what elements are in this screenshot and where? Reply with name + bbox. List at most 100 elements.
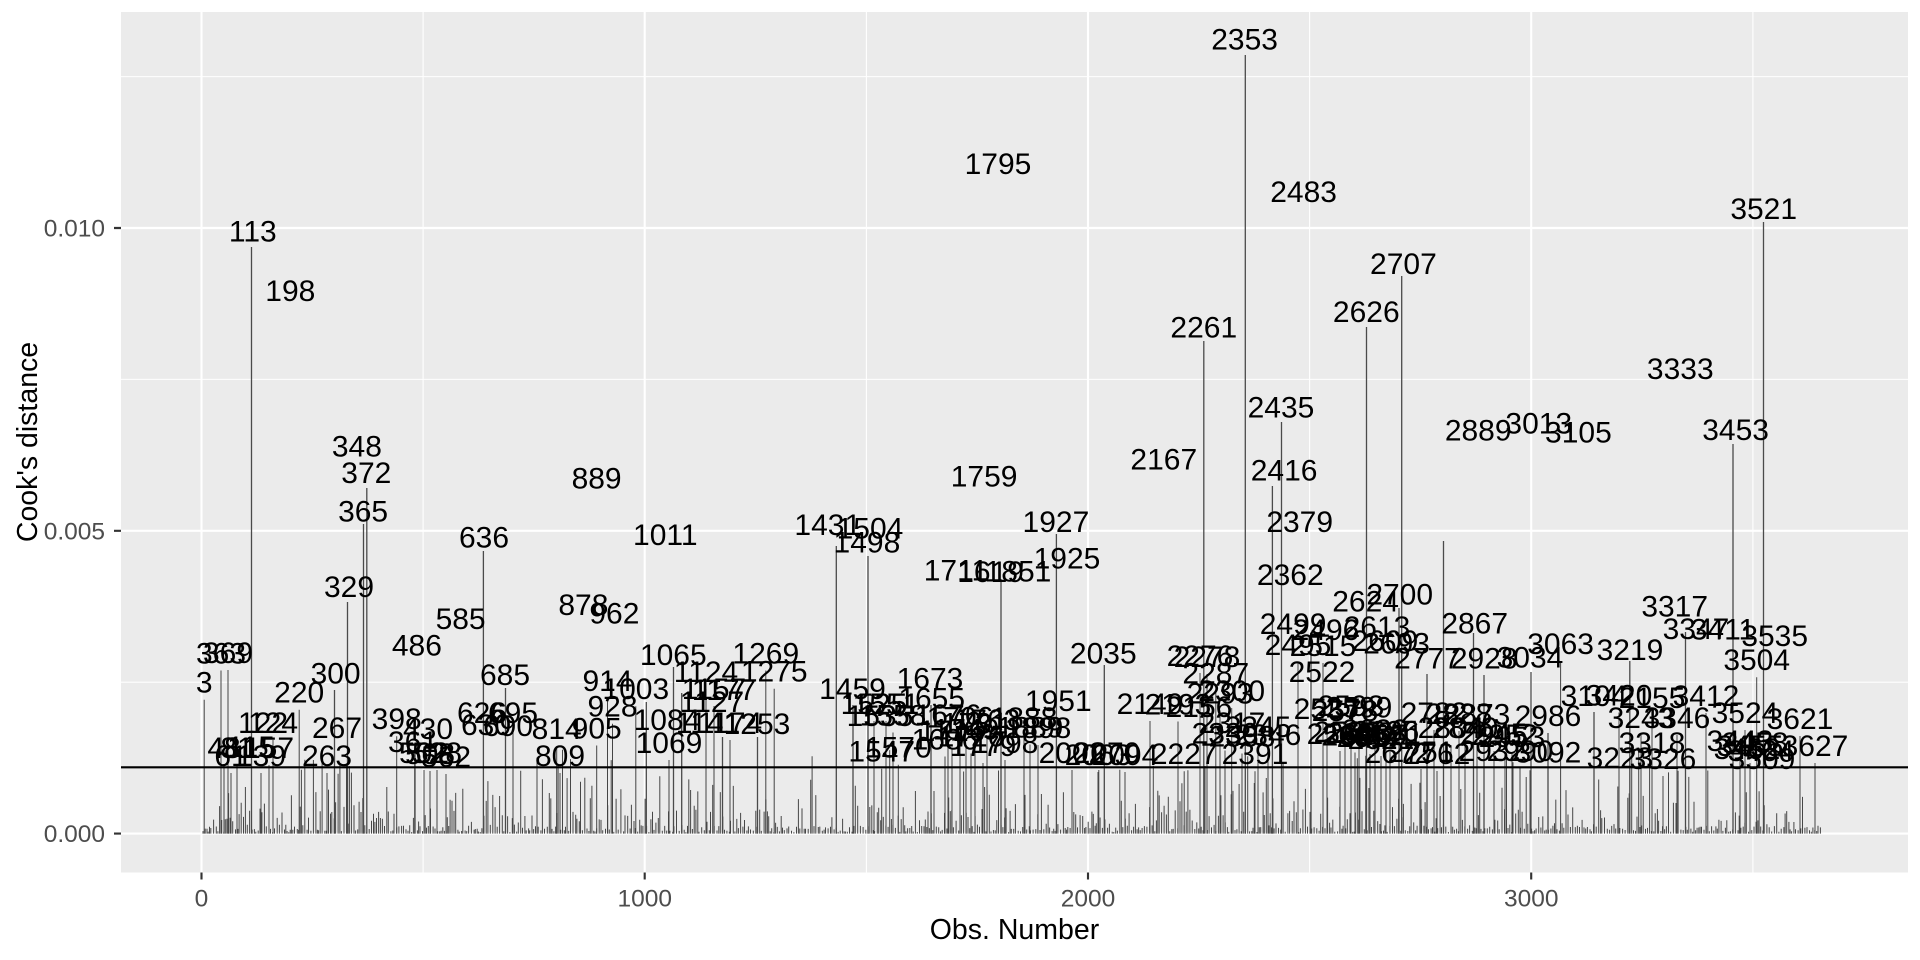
svg-text:630: 630 — [461, 709, 511, 742]
svg-text:0.010: 0.010 — [44, 216, 105, 243]
svg-text:2070: 2070 — [1074, 737, 1141, 770]
svg-text:3034: 3034 — [1497, 641, 1564, 674]
svg-text:2000: 2000 — [1061, 886, 1116, 913]
svg-text:2672: 2672 — [1365, 737, 1432, 770]
svg-text:363: 363 — [196, 637, 246, 670]
svg-text:2167: 2167 — [1130, 444, 1197, 477]
svg-text:Cook's distance: Cook's distance — [12, 342, 44, 542]
svg-text:2193: 2193 — [1145, 688, 1212, 721]
svg-text:2063: 2063 — [1065, 739, 1132, 772]
svg-text:2762: 2762 — [1404, 738, 1471, 771]
svg-text:3462: 3462 — [1714, 733, 1781, 766]
svg-text:2002: 2002 — [1039, 737, 1106, 770]
svg-text:905: 905 — [572, 712, 622, 745]
svg-text:2605: 2605 — [1322, 719, 1389, 752]
svg-text:2986: 2986 — [1515, 700, 1582, 733]
svg-text:3464: 3464 — [1728, 735, 1795, 768]
svg-text:2990: 2990 — [1487, 735, 1554, 768]
svg-text:3453: 3453 — [1702, 414, 1769, 447]
svg-text:1547: 1547 — [848, 736, 915, 769]
svg-text:3443: 3443 — [1707, 725, 1774, 758]
svg-text:263: 263 — [302, 740, 352, 773]
svg-text:2945: 2945 — [1461, 718, 1528, 751]
svg-text:486: 486 — [392, 630, 442, 663]
svg-text:1069: 1069 — [636, 727, 703, 760]
svg-text:585: 585 — [436, 603, 486, 636]
svg-text:1535: 1535 — [847, 700, 914, 733]
svg-text:3013: 3013 — [1505, 408, 1572, 441]
svg-text:2889: 2889 — [1445, 414, 1512, 447]
svg-text:3219: 3219 — [1597, 634, 1664, 667]
svg-text:2624: 2624 — [1332, 585, 1399, 618]
svg-text:1927: 1927 — [1023, 506, 1090, 539]
svg-text:2155: 2155 — [1619, 682, 1686, 715]
svg-text:2435: 2435 — [1248, 391, 1315, 424]
svg-text:502: 502 — [399, 737, 449, 770]
svg-text:3627: 3627 — [1782, 730, 1849, 763]
svg-text:1269: 1269 — [732, 637, 799, 670]
svg-text:2483: 2483 — [1270, 176, 1337, 209]
svg-text:0.005: 0.005 — [44, 518, 105, 545]
svg-text:626: 626 — [457, 697, 507, 730]
svg-text:2578: 2578 — [1312, 695, 1379, 728]
svg-text:508: 508 — [405, 738, 455, 771]
svg-text:2636: 2636 — [1353, 715, 1420, 748]
svg-text:1686: 1686 — [912, 723, 979, 756]
svg-text:2416: 2416 — [1251, 455, 1318, 488]
svg-text:2952: 2952 — [1472, 719, 1539, 752]
svg-text:198: 198 — [265, 275, 315, 308]
svg-text:2586: 2586 — [1314, 716, 1381, 749]
svg-text:1000: 1000 — [617, 886, 672, 913]
svg-text:2358: 2358 — [1209, 720, 1276, 753]
svg-text:889: 889 — [572, 462, 622, 495]
svg-text:2362: 2362 — [1257, 559, 1324, 592]
svg-text:1673: 1673 — [897, 662, 964, 695]
svg-text:2278: 2278 — [1174, 641, 1241, 674]
svg-text:1763: 1763 — [954, 704, 1021, 737]
svg-text:1570: 1570 — [865, 732, 932, 765]
svg-text:1275: 1275 — [741, 656, 808, 689]
svg-text:2953: 2953 — [1479, 721, 1546, 754]
svg-text:3000: 3000 — [1504, 886, 1559, 913]
svg-text:2707: 2707 — [1370, 248, 1437, 281]
svg-text:3092: 3092 — [1515, 736, 1582, 769]
svg-text:3326: 3326 — [1630, 743, 1697, 776]
svg-text:1525: 1525 — [841, 688, 908, 721]
svg-text:2828: 2828 — [1426, 698, 1493, 731]
svg-text:300: 300 — [311, 658, 361, 691]
svg-text:157: 157 — [244, 732, 294, 765]
svg-text:2617: 2617 — [1337, 721, 1404, 754]
svg-text:878: 878 — [558, 589, 608, 622]
svg-text:2751: 2751 — [1388, 736, 1455, 769]
svg-text:2094: 2094 — [1092, 739, 1159, 772]
svg-text:3509: 3509 — [1729, 743, 1796, 776]
svg-text:3317: 3317 — [1641, 590, 1708, 623]
svg-text:1558: 1558 — [860, 699, 927, 732]
svg-text:1174: 1174 — [698, 707, 763, 740]
svg-text:3104: 3104 — [1561, 680, 1628, 713]
svg-text:1065: 1065 — [640, 639, 707, 672]
svg-text:3063: 3063 — [1527, 628, 1594, 661]
svg-text:1851: 1851 — [985, 555, 1052, 588]
svg-text:1898: 1898 — [1005, 712, 1072, 745]
svg-text:0: 0 — [195, 886, 209, 913]
svg-text:3243: 3243 — [1608, 702, 1675, 735]
svg-text:2626: 2626 — [1333, 296, 1400, 329]
svg-text:2515: 2515 — [1290, 630, 1357, 663]
svg-text:220: 220 — [274, 677, 324, 710]
svg-text:1711: 1711 — [924, 555, 989, 588]
svg-text:2613: 2613 — [1344, 611, 1411, 644]
svg-text:2227: 2227 — [1151, 738, 1218, 771]
svg-text:2330: 2330 — [1192, 717, 1259, 750]
svg-text:1888: 1888 — [991, 702, 1058, 735]
svg-text:814: 814 — [532, 713, 582, 746]
svg-text:3535: 3535 — [1741, 620, 1808, 653]
svg-text:3: 3 — [196, 667, 213, 700]
svg-text:2345: 2345 — [1225, 711, 1292, 744]
svg-text:2496: 2496 — [1293, 614, 1360, 647]
svg-text:3412: 3412 — [1673, 680, 1740, 713]
svg-text:139: 139 — [236, 740, 286, 773]
svg-text:1177: 1177 — [692, 674, 757, 707]
svg-text:928: 928 — [587, 691, 637, 724]
svg-text:3420: 3420 — [1586, 679, 1653, 712]
